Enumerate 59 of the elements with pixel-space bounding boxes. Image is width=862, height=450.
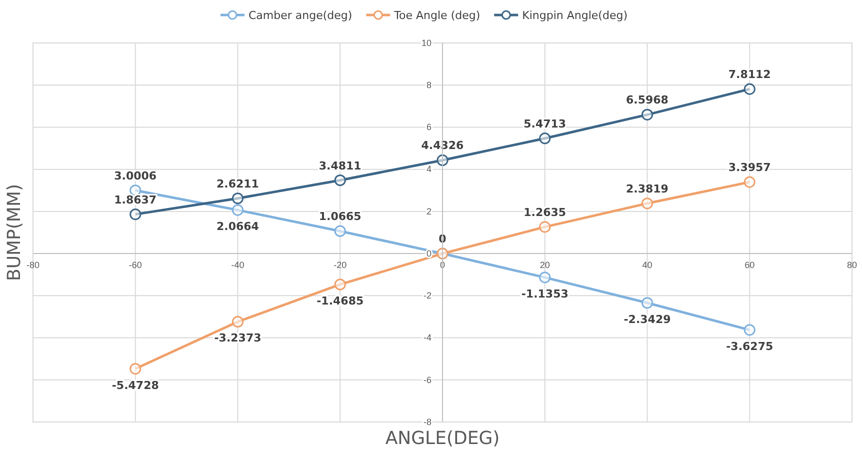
y-tick-label: -2 — [423, 290, 432, 301]
x-tick-label: 80 — [846, 260, 858, 270]
point — [641, 198, 654, 210]
legend-label: Camber ange(deg) — [248, 9, 352, 22]
data-label: 3.3957 — [728, 161, 771, 174]
y-tick-label: -8 — [423, 416, 432, 427]
x-tick-label: 20 — [540, 260, 550, 270]
data-label: 1.2635 — [524, 206, 566, 219]
y-axis-title: BUMP(MM) — [4, 184, 25, 282]
point — [539, 221, 551, 233]
data-label: 1.0665 — [318, 210, 362, 224]
x-tick-label: -40 — [231, 260, 244, 270]
y-tick-label: 0 — [426, 248, 432, 258]
point — [744, 324, 756, 336]
data-label: 2.0664 — [216, 220, 260, 234]
point — [232, 204, 244, 216]
point — [130, 208, 142, 220]
data-label: 3.0006 — [114, 169, 157, 182]
x-tick-label: -60 — [128, 260, 142, 270]
data-label: 6.5968 — [626, 94, 668, 107]
x-tick-label: -20 — [334, 260, 347, 270]
point — [641, 108, 654, 120]
point — [334, 174, 346, 186]
y-tick-label: 4 — [426, 164, 432, 174]
data-label: -5.4728 — [112, 378, 159, 392]
data-label: -2.3429 — [624, 312, 671, 326]
y-tick-label: 8 — [426, 80, 432, 90]
point — [232, 316, 244, 328]
data-label: 3.4811 — [318, 159, 362, 172]
data-label: -3.6275 — [726, 340, 774, 353]
data-label: 1.8637 — [114, 193, 157, 206]
data-label: -3.2373 — [214, 332, 262, 345]
point — [334, 278, 346, 290]
point — [130, 363, 142, 375]
data-label: 4.4326 — [421, 139, 464, 152]
data-label: -1.1353 — [521, 287, 568, 300]
data-label: 7.8112 — [728, 68, 771, 82]
point — [334, 225, 346, 237]
legend-label: Kingpin Angle(deg) — [522, 9, 628, 22]
x-axis-title: ANGLE(DEG) — [385, 428, 500, 449]
y-tick-label: 6 — [426, 122, 432, 132]
data-label: 5.4713 — [524, 117, 566, 130]
y-tick-label: 2 — [426, 206, 432, 216]
data-label: -1.4685 — [316, 294, 364, 308]
x-tick-label: -80 — [26, 260, 40, 270]
x-tick-label: 60 — [744, 260, 755, 270]
legend-label: Toe Angle (deg) — [393, 9, 480, 22]
data-label: 2.3819 — [626, 182, 668, 196]
point — [539, 132, 551, 144]
y-tick-label: 10 — [421, 38, 432, 48]
point — [641, 297, 654, 309]
point — [744, 176, 756, 188]
point — [744, 83, 756, 95]
point — [539, 272, 551, 284]
y-tick-label: -6 — [423, 374, 432, 385]
y-tick-label: -4 — [423, 332, 432, 343]
x-tick-label: 40 — [642, 260, 652, 270]
data-label: 2.6211 — [216, 177, 259, 190]
point — [232, 192, 244, 204]
